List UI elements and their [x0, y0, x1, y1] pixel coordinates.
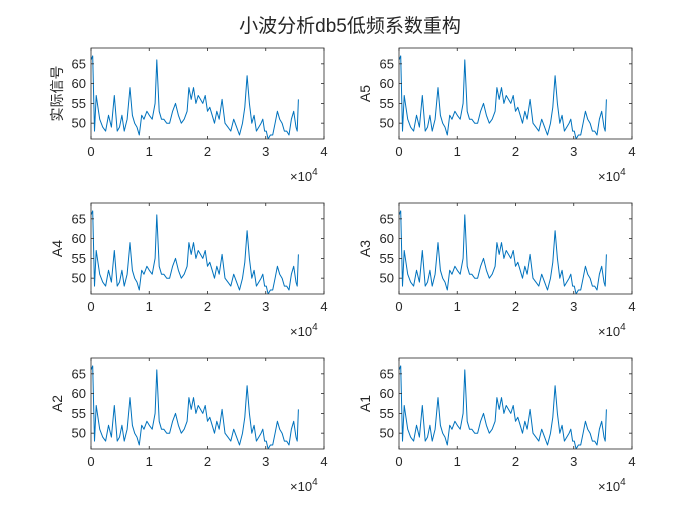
- y-tick-label: 50: [72, 116, 86, 131]
- x-tick-label: 4: [628, 144, 635, 159]
- data-line: [399, 55, 607, 139]
- x-tick-label: 4: [628, 299, 635, 314]
- x-tick-label: 1: [454, 144, 461, 159]
- y-axis-label: A2: [49, 395, 65, 412]
- x-tick-label: 1: [454, 299, 461, 314]
- x-tick-label: 3: [570, 454, 577, 469]
- x-tick-label: 4: [320, 299, 327, 314]
- data-line: [399, 365, 607, 449]
- data-line: [91, 365, 299, 449]
- subplot-5: 0 1 2 3 4 50 55 60 65 ×104 A2: [49, 357, 328, 494]
- x-tick-label: 1: [454, 454, 461, 469]
- x-tick-label: 2: [512, 144, 519, 159]
- subplot-3: 0 1 2 3 4 50 55 60 65 ×104 A4: [49, 202, 328, 339]
- y-tick-label: 60: [72, 231, 86, 246]
- y-tick-label: 55: [380, 406, 394, 421]
- subplot-1: 0 1 2 3 4 50 55 60 65 ×104 实际信号: [49, 47, 328, 184]
- data-line: [91, 55, 299, 139]
- x-tick-label: 1: [146, 454, 153, 469]
- x-tick-label: 2: [512, 299, 519, 314]
- y-tick-label: 50: [380, 271, 394, 286]
- x-tick-label: 4: [320, 144, 327, 159]
- x-tick-label: 1: [146, 144, 153, 159]
- y-tick-label: 60: [72, 76, 86, 91]
- x-axis-multiplier: ×104: [598, 322, 626, 339]
- subplot-2: 0 1 2 3 4 50 55 60 65 ×104 A5: [357, 47, 636, 184]
- y-tick-label: 65: [72, 56, 86, 71]
- x-axis-multiplier: ×104: [598, 167, 626, 184]
- x-tick-label: 0: [87, 299, 94, 314]
- data-line: [91, 210, 299, 294]
- x-tick-label: 2: [204, 144, 211, 159]
- y-axis-label: 实际信号: [49, 66, 65, 122]
- y-axis-label: A1: [357, 395, 373, 412]
- y-tick-label: 55: [380, 251, 394, 266]
- figure-title: 小波分析db5低频系数重构: [239, 15, 461, 37]
- y-tick-label: 50: [380, 426, 394, 441]
- y-tick-label: 50: [72, 426, 86, 441]
- x-tick-label: 3: [262, 454, 269, 469]
- x-tick-label: 4: [320, 454, 327, 469]
- y-tick-label: 60: [380, 231, 394, 246]
- x-tick-label: 0: [395, 299, 402, 314]
- x-tick-label: 3: [570, 144, 577, 159]
- y-tick-label: 55: [380, 96, 394, 111]
- x-axis-multiplier: ×104: [598, 477, 626, 494]
- x-tick-label: 0: [87, 454, 94, 469]
- x-axis-multiplier: ×104: [290, 322, 318, 339]
- x-axis-multiplier: ×104: [290, 167, 318, 184]
- y-tick-label: 55: [72, 96, 86, 111]
- y-axis-label: A3: [357, 240, 373, 257]
- subplot-6: 0 1 2 3 4 50 55 60 65 ×104 A1: [357, 357, 636, 494]
- y-tick-label: 50: [380, 116, 394, 131]
- x-tick-label: 3: [262, 144, 269, 159]
- x-tick-label: 1: [146, 299, 153, 314]
- x-tick-label: 0: [87, 144, 94, 159]
- x-tick-label: 2: [512, 454, 519, 469]
- x-tick-label: 3: [262, 299, 269, 314]
- y-axis-label: A5: [357, 85, 373, 102]
- y-tick-label: 55: [72, 406, 86, 421]
- y-tick-label: 65: [72, 366, 86, 381]
- x-tick-label: 2: [204, 454, 211, 469]
- subplot-4: 0 1 2 3 4 50 55 60 65 ×104 A3: [357, 202, 636, 339]
- x-tick-label: 0: [395, 454, 402, 469]
- y-tick-label: 60: [72, 386, 86, 401]
- y-tick-label: 65: [380, 56, 394, 71]
- x-tick-label: 2: [204, 299, 211, 314]
- x-tick-label: 4: [628, 454, 635, 469]
- y-tick-label: 65: [380, 211, 394, 226]
- y-axis-label: A4: [49, 240, 65, 257]
- y-tick-label: 50: [72, 271, 86, 286]
- x-axis-multiplier: ×104: [290, 477, 318, 494]
- x-tick-label: 0: [395, 144, 402, 159]
- y-tick-label: 60: [380, 386, 394, 401]
- y-tick-label: 65: [72, 211, 86, 226]
- data-line: [399, 210, 607, 294]
- x-tick-label: 3: [570, 299, 577, 314]
- y-tick-label: 65: [380, 366, 394, 381]
- y-tick-label: 55: [72, 251, 86, 266]
- y-tick-label: 60: [380, 76, 394, 91]
